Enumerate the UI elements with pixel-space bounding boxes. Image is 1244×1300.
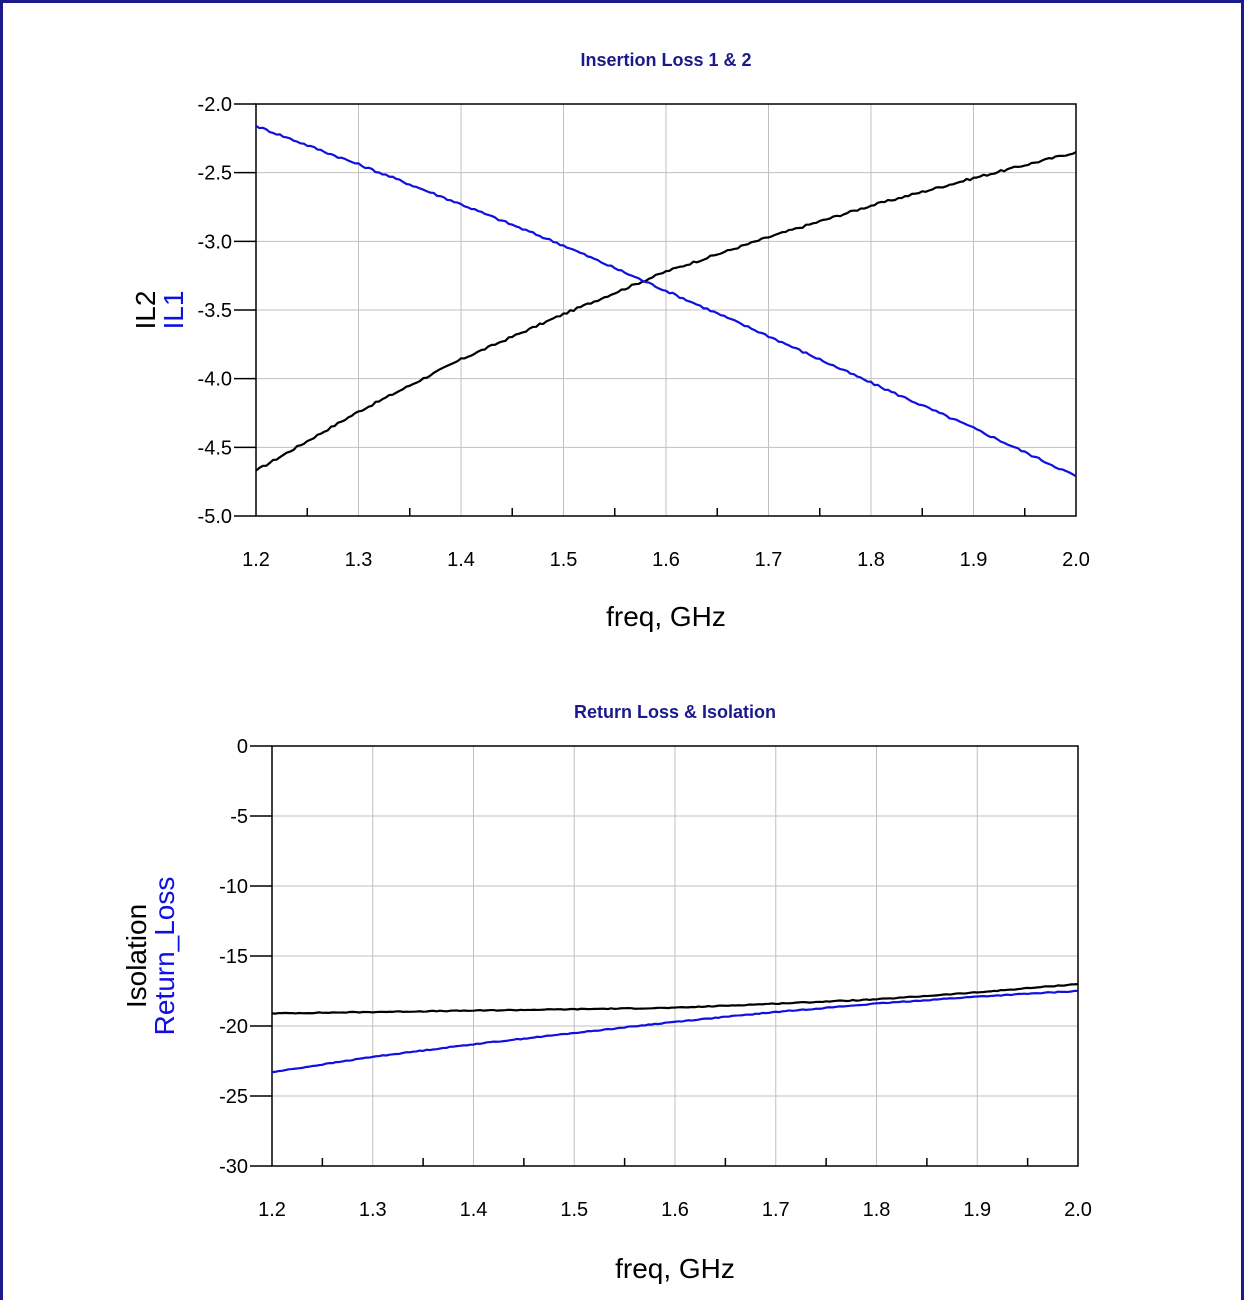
insertion-loss-chart: Insertion Loss 1 & 2 1.2 1.3 1.4 1.5 1.6 1.7 1.… <box>130 50 1090 632</box>
y-tick-label: -2.5 <box>198 163 232 185</box>
y-tick-label: 0 <box>237 736 248 758</box>
x-tick-label: 1.5 <box>550 549 578 571</box>
x-tick-label: 1.7 <box>762 1199 790 1221</box>
y-axis-label: IL2IL1 <box>130 291 189 330</box>
x-tick-label: 1.8 <box>863 1199 891 1221</box>
series-line-isolation <box>271 982 1079 1015</box>
y-tick-label: -3.0 <box>198 231 232 253</box>
x-tick-label: 1.3 <box>345 549 373 571</box>
return-loss-isolation-chart: Return Loss & Isolation 1.2 1.3 1.4 1.5 1.6 1.… <box>121 702 1092 1284</box>
y-tick-label: -25 <box>219 1086 248 1108</box>
x-tick-label: 1.6 <box>661 1199 689 1221</box>
y-axis-label-primary: Isolation <box>121 904 152 1008</box>
y-axis-label-primary: IL2 <box>130 291 161 330</box>
y-tick-label: -4.5 <box>198 437 232 459</box>
y-axis-label-secondary: IL1 <box>158 291 189 330</box>
x-tick-label: 1.2 <box>242 549 270 571</box>
chart-title: Insertion Loss 1 & 2 <box>580 50 751 70</box>
x-tick-label: 1.6 <box>652 549 680 571</box>
x-tick-label: 1.9 <box>960 549 988 571</box>
series-line-il1 <box>255 125 1077 478</box>
x-axis-label: freq, GHz <box>615 1253 735 1284</box>
x-tick-label: 1.2 <box>258 1199 286 1221</box>
x-axis-label: freq, GHz <box>606 601 726 632</box>
plot-border <box>255 103 1077 517</box>
y-tick-label: -4.0 <box>198 369 232 391</box>
y-tick-label: -10 <box>219 876 248 898</box>
y-tick-label: -5 <box>230 806 248 828</box>
x-tick-label: 2.0 <box>1062 549 1090 571</box>
x-tick-label: 1.9 <box>963 1199 991 1221</box>
x-tick-label: 1.7 <box>755 549 783 571</box>
x-tick-label: 1.4 <box>460 1199 488 1221</box>
y-axis-label-secondary: Return_Loss <box>149 877 180 1036</box>
x-tick-label: 1.3 <box>359 1199 387 1221</box>
series-line-il2 <box>255 151 1077 472</box>
y-tick-label: -15 <box>219 946 248 968</box>
x-tick-label: 1.8 <box>857 549 885 571</box>
x-tick-label: 2.0 <box>1064 1199 1092 1221</box>
chart-title: Return Loss & Isolation <box>574 702 776 722</box>
x-tick-label: 1.5 <box>560 1199 588 1221</box>
series-line-return-loss <box>271 989 1079 1074</box>
x-tick-label: 1.4 <box>447 549 475 571</box>
plot-border <box>271 745 1079 1167</box>
y-tick-label: -30 <box>219 1156 248 1178</box>
y-tick-label: -3.5 <box>198 300 232 322</box>
y-tick-label: -5.0 <box>198 506 232 528</box>
y-tick-label: -2.0 <box>198 94 232 116</box>
y-tick-label: -20 <box>219 1016 248 1038</box>
y-axis-label: IsolationReturn_Loss <box>121 877 180 1036</box>
